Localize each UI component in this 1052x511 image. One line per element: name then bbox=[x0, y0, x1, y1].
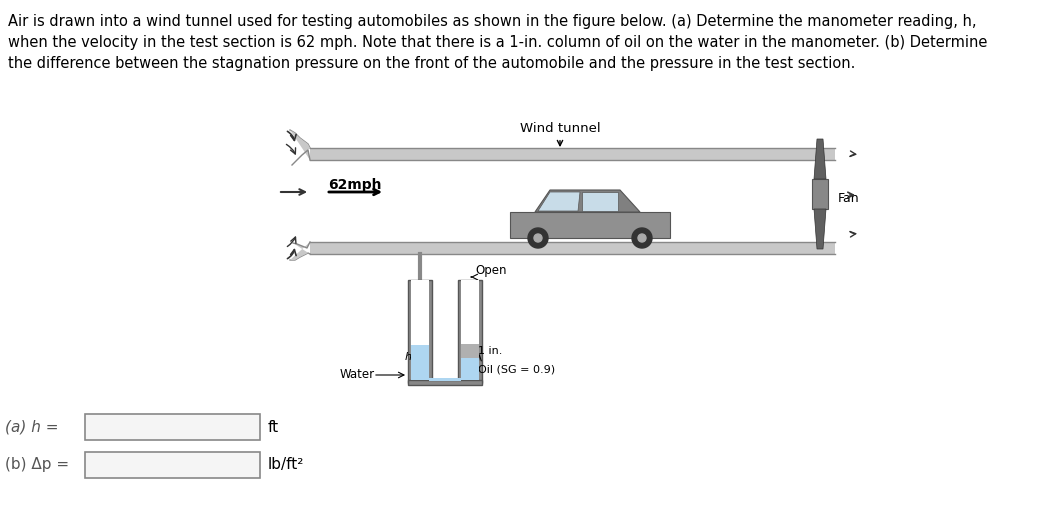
Text: Wind tunnel: Wind tunnel bbox=[520, 122, 601, 146]
Text: 62mph: 62mph bbox=[328, 178, 382, 192]
Polygon shape bbox=[535, 190, 640, 212]
Polygon shape bbox=[538, 192, 580, 211]
FancyBboxPatch shape bbox=[85, 414, 260, 440]
FancyBboxPatch shape bbox=[812, 179, 828, 209]
Text: Oil (SG = 0.9): Oil (SG = 0.9) bbox=[478, 364, 555, 374]
FancyBboxPatch shape bbox=[461, 280, 479, 380]
Text: Water: Water bbox=[340, 368, 375, 382]
Polygon shape bbox=[814, 139, 826, 179]
FancyBboxPatch shape bbox=[510, 212, 670, 238]
FancyBboxPatch shape bbox=[411, 280, 429, 380]
FancyBboxPatch shape bbox=[85, 452, 260, 478]
Polygon shape bbox=[290, 242, 310, 260]
Text: Open: Open bbox=[476, 264, 506, 277]
Circle shape bbox=[534, 234, 542, 242]
FancyBboxPatch shape bbox=[408, 280, 432, 383]
FancyBboxPatch shape bbox=[461, 358, 479, 380]
Text: ft: ft bbox=[268, 420, 279, 434]
Polygon shape bbox=[582, 192, 618, 211]
FancyBboxPatch shape bbox=[461, 344, 479, 358]
FancyBboxPatch shape bbox=[310, 148, 835, 160]
Circle shape bbox=[528, 228, 548, 248]
Text: (b) Δp =: (b) Δp = bbox=[5, 457, 69, 473]
FancyBboxPatch shape bbox=[408, 380, 482, 385]
Polygon shape bbox=[290, 130, 310, 165]
Circle shape bbox=[638, 234, 646, 242]
Circle shape bbox=[632, 228, 652, 248]
Polygon shape bbox=[814, 209, 826, 249]
Text: Fan: Fan bbox=[838, 193, 859, 205]
FancyBboxPatch shape bbox=[411, 345, 429, 380]
Text: (a) h =: (a) h = bbox=[5, 420, 59, 434]
Text: Air is drawn into a wind tunnel used for testing automobiles as shown in the fig: Air is drawn into a wind tunnel used for… bbox=[8, 14, 988, 71]
FancyBboxPatch shape bbox=[310, 242, 835, 254]
FancyBboxPatch shape bbox=[458, 280, 482, 383]
Text: 1 in.: 1 in. bbox=[478, 346, 503, 356]
FancyBboxPatch shape bbox=[429, 378, 461, 381]
Text: lb/ft²: lb/ft² bbox=[268, 457, 304, 473]
Text: h: h bbox=[405, 352, 412, 361]
